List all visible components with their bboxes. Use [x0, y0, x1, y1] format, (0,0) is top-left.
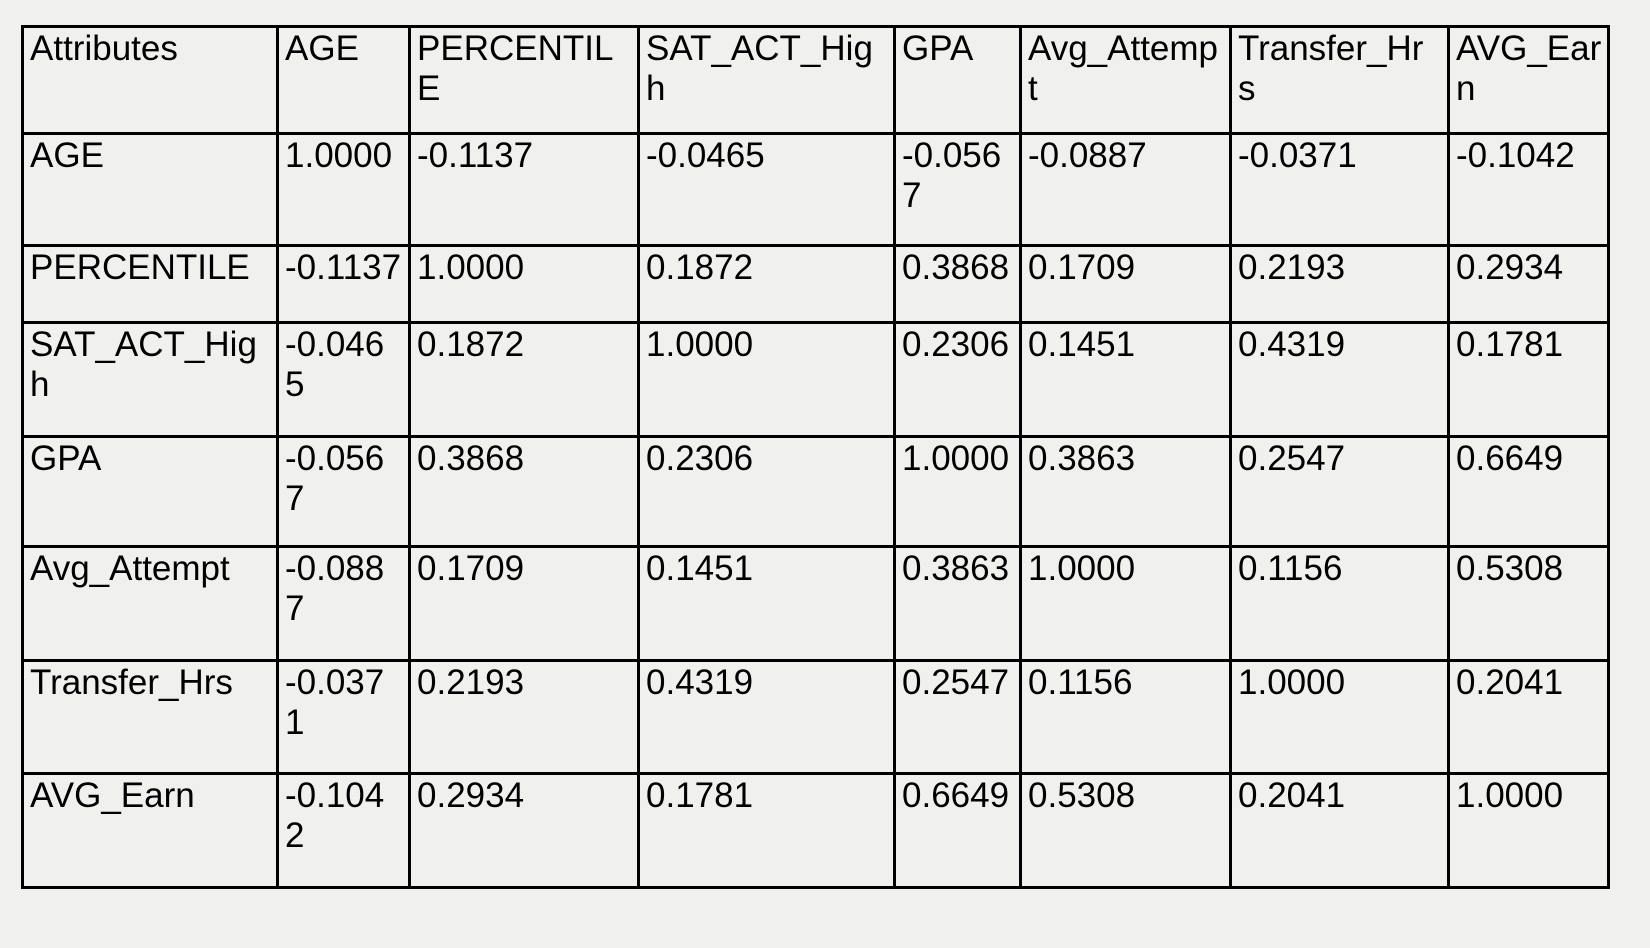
value-cell: 0.2193 [1229, 244, 1450, 324]
value-cell: 1.0000 [893, 435, 1022, 548]
value-cell: 0.2934 [1447, 244, 1610, 324]
value-cell: 0.1451 [637, 545, 896, 662]
column-header-transfer-hrs: Transfer_Hr s [1229, 25, 1450, 135]
column-header-age: AGE [276, 25, 411, 135]
value-cell: 1.0000 [408, 244, 640, 324]
value-cell: -0.0465 [637, 132, 896, 247]
value-cell: 1.0000 [276, 132, 411, 247]
row-label-cell: SAT_ACT_Hig h [21, 321, 279, 438]
value-cell: 0.3863 [1019, 435, 1232, 548]
value-cell: 1.0000 [1229, 659, 1450, 775]
value-cell: 0.3868 [408, 435, 640, 548]
table-row-percentile: PERCENTILE -0.1137 1.0000 0.1872 0.3868 … [21, 244, 1610, 324]
row-label-cell: PERCENTILE [21, 244, 279, 324]
value-cell: 0.4319 [637, 659, 896, 775]
table-row-sat-act-high: SAT_ACT_Hig h -0.046 5 0.1872 1.0000 0.2… [21, 321, 1610, 438]
row-label-cell: AGE [21, 132, 279, 247]
correlation-table: Attributes AGE PERCENTIL E SAT_ACT_Hig h… [21, 25, 1610, 889]
value-cell: 0.2306 [893, 321, 1022, 438]
table-row-transfer-hrs: Transfer_Hrs -0.037 1 0.2193 0.4319 0.25… [21, 659, 1610, 775]
column-header-attributes: Attributes [21, 25, 279, 135]
value-cell: 0.6649 [1447, 435, 1610, 548]
table-row-avg-earn: AVG_Earn -0.104 2 0.2934 0.1781 0.6649 0… [21, 772, 1610, 889]
table-row-gpa: GPA -0.056 7 0.3868 0.2306 1.0000 0.3863… [21, 435, 1610, 548]
value-cell: 1.0000 [1019, 545, 1232, 662]
column-header-avg-earn: AVG_Ear n [1447, 25, 1610, 135]
column-header-avg-attempt: Avg_Attemp t [1019, 25, 1232, 135]
column-header-sat-act-high: SAT_ACT_Hig h [637, 25, 896, 135]
value-cell: 0.3863 [893, 545, 1022, 662]
value-cell: 0.1781 [637, 772, 896, 889]
value-cell: -0.056 7 [276, 435, 411, 548]
value-cell: 0.1156 [1019, 659, 1232, 775]
value-cell: 0.2547 [1229, 435, 1450, 548]
value-cell: -0.046 5 [276, 321, 411, 438]
value-cell: 0.5308 [1447, 545, 1610, 662]
value-cell: 0.2193 [408, 659, 640, 775]
value-cell: 0.2041 [1229, 772, 1450, 889]
value-cell: -0.1137 [408, 132, 640, 247]
value-cell: 0.1451 [1019, 321, 1232, 438]
table-row-age: AGE 1.0000 -0.1137 -0.0465 -0.056 7 -0.0… [21, 132, 1610, 247]
value-cell: 0.1872 [408, 321, 640, 438]
value-cell: 0.1709 [1019, 244, 1232, 324]
value-cell: 0.2547 [893, 659, 1022, 775]
row-label-cell: Transfer_Hrs [21, 659, 279, 775]
value-cell: 0.1781 [1447, 321, 1610, 438]
value-cell: 0.5308 [1019, 772, 1232, 889]
value-cell: 1.0000 [1447, 772, 1610, 889]
value-cell: -0.088 7 [276, 545, 411, 662]
value-cell: -0.0371 [1229, 132, 1450, 247]
value-cell: -0.104 2 [276, 772, 411, 889]
value-cell: 0.1709 [408, 545, 640, 662]
row-label-cell: Avg_Attempt [21, 545, 279, 662]
row-label-cell: GPA [21, 435, 279, 548]
value-cell: -0.0887 [1019, 132, 1232, 247]
table-row-avg-attempt: Avg_Attempt -0.088 7 0.1709 0.1451 0.386… [21, 545, 1610, 662]
value-cell: -0.1137 [276, 244, 411, 324]
value-cell: -0.037 1 [276, 659, 411, 775]
value-cell: -0.1042 [1447, 132, 1610, 247]
value-cell: 0.2306 [637, 435, 896, 548]
header-row: Attributes AGE PERCENTIL E SAT_ACT_Hig h… [21, 25, 1610, 135]
value-cell: 0.6649 [893, 772, 1022, 889]
row-label-cell: AVG_Earn [21, 772, 279, 889]
value-cell: 0.3868 [893, 244, 1022, 324]
column-header-percentile: PERCENTIL E [408, 25, 640, 135]
value-cell: 1.0000 [637, 321, 896, 438]
value-cell: 0.1872 [637, 244, 896, 324]
value-cell: -0.056 7 [893, 132, 1022, 247]
value-cell: 0.1156 [1229, 545, 1450, 662]
value-cell: 0.2041 [1447, 659, 1610, 775]
value-cell: 0.2934 [408, 772, 640, 889]
value-cell: 0.4319 [1229, 321, 1450, 438]
column-header-gpa: GPA [893, 25, 1022, 135]
